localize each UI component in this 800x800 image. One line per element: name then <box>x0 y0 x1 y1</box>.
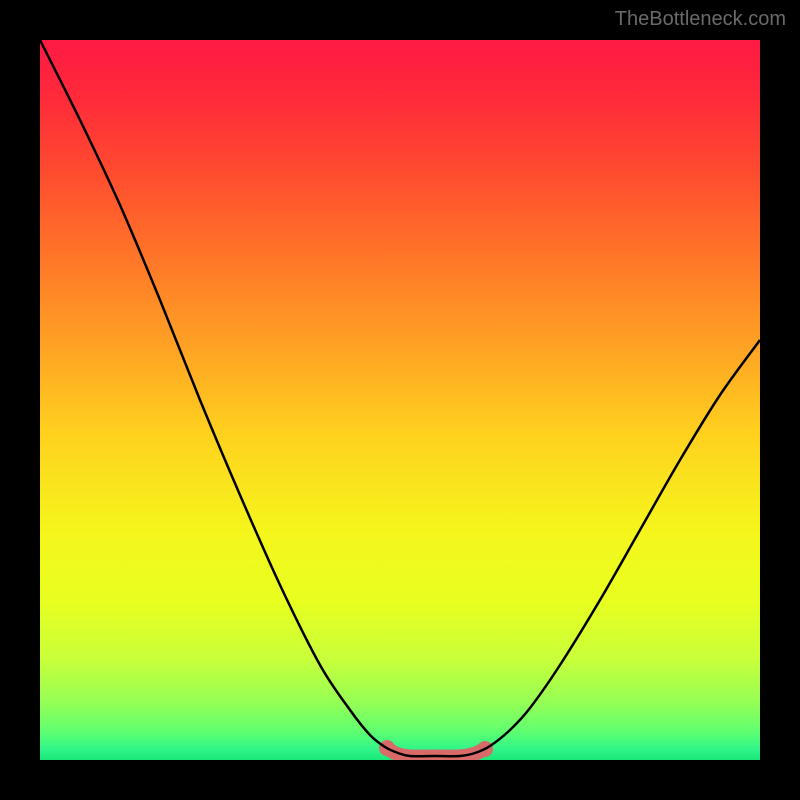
chart-plot-area <box>40 40 760 760</box>
watermark-text: TheBottleneck.com <box>615 8 786 31</box>
bottleneck-curve <box>40 40 760 756</box>
chart-curve-layer <box>40 40 760 760</box>
